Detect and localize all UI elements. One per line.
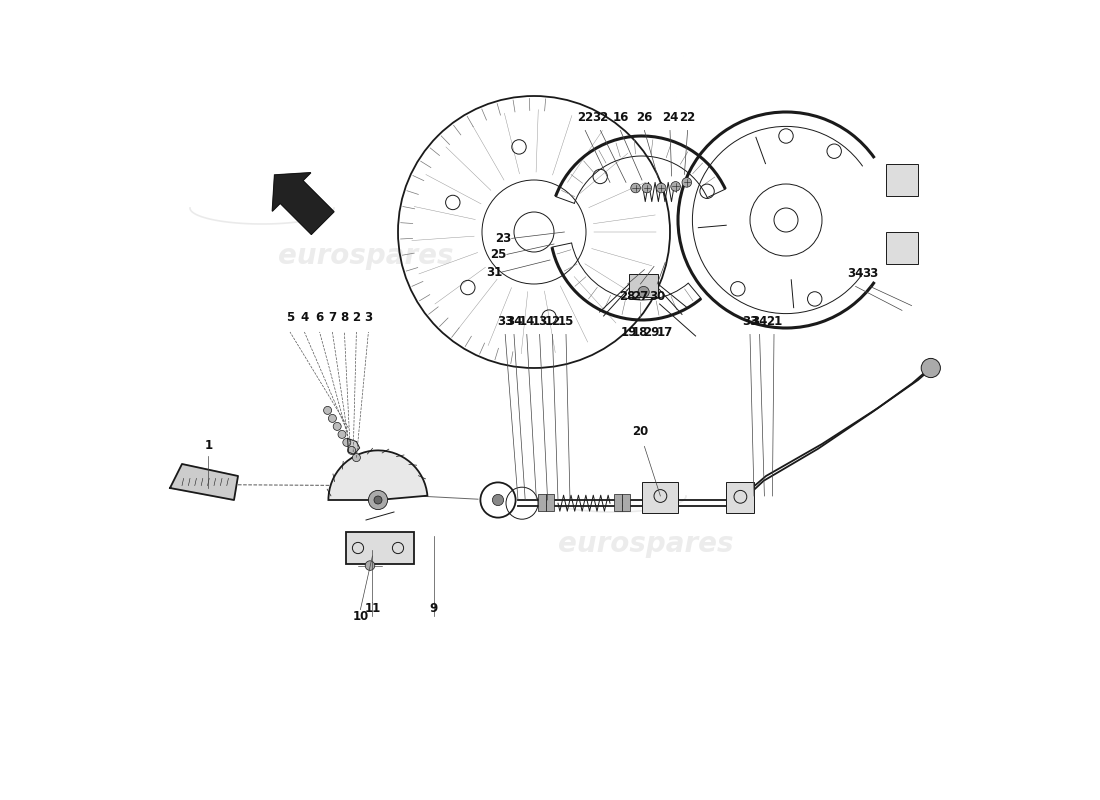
Text: 8: 8	[340, 311, 349, 324]
Circle shape	[921, 358, 940, 378]
Text: 9: 9	[430, 602, 438, 614]
Text: 11: 11	[364, 602, 381, 614]
Circle shape	[352, 454, 361, 462]
Text: 7: 7	[328, 311, 337, 324]
Circle shape	[348, 446, 355, 454]
Text: 34: 34	[751, 315, 768, 328]
Circle shape	[630, 183, 640, 193]
Text: 33: 33	[497, 315, 514, 328]
Text: 20: 20	[632, 426, 649, 438]
FancyBboxPatch shape	[538, 494, 546, 511]
Text: 16: 16	[613, 111, 628, 124]
FancyBboxPatch shape	[726, 482, 754, 513]
Text: 6: 6	[316, 311, 323, 324]
Text: 15: 15	[558, 315, 574, 328]
Text: 3: 3	[364, 311, 373, 324]
Text: 12: 12	[544, 315, 561, 328]
Text: 34: 34	[506, 315, 522, 328]
Text: 21: 21	[766, 315, 782, 328]
Text: 27: 27	[632, 290, 649, 303]
Polygon shape	[170, 464, 238, 500]
Text: 1: 1	[205, 439, 212, 452]
FancyBboxPatch shape	[886, 164, 918, 196]
Circle shape	[493, 494, 504, 506]
FancyBboxPatch shape	[546, 494, 554, 511]
Text: 25: 25	[491, 248, 507, 261]
Text: 10: 10	[352, 610, 368, 622]
Text: 29: 29	[644, 326, 660, 338]
Text: 2: 2	[352, 311, 361, 324]
Text: 5: 5	[286, 311, 294, 324]
Text: 33: 33	[862, 267, 878, 280]
Circle shape	[642, 183, 651, 193]
Circle shape	[682, 178, 692, 187]
Circle shape	[323, 406, 331, 414]
Circle shape	[333, 422, 341, 430]
Text: 24: 24	[662, 111, 679, 124]
Polygon shape	[348, 438, 360, 454]
Text: 31: 31	[486, 266, 502, 278]
Circle shape	[638, 286, 649, 298]
Text: 13: 13	[531, 315, 548, 328]
Circle shape	[368, 490, 387, 510]
Text: 18: 18	[631, 326, 648, 338]
Circle shape	[657, 183, 665, 193]
Text: 33: 33	[741, 315, 758, 328]
Text: eurospares: eurospares	[278, 242, 453, 270]
FancyBboxPatch shape	[614, 494, 622, 511]
Text: 17: 17	[657, 326, 672, 338]
Text: 22: 22	[578, 111, 593, 124]
Circle shape	[374, 496, 382, 504]
Text: 30: 30	[649, 290, 666, 303]
FancyBboxPatch shape	[886, 232, 918, 264]
Text: 32: 32	[592, 111, 608, 124]
Circle shape	[671, 182, 681, 191]
Circle shape	[329, 414, 337, 422]
Text: 26: 26	[636, 111, 652, 124]
Polygon shape	[273, 173, 334, 234]
Text: eurospares: eurospares	[558, 530, 734, 558]
FancyBboxPatch shape	[629, 274, 658, 297]
Text: 34: 34	[847, 267, 864, 280]
FancyBboxPatch shape	[621, 494, 630, 511]
Wedge shape	[329, 450, 428, 500]
Text: 4: 4	[300, 311, 308, 324]
Circle shape	[343, 438, 351, 446]
Text: 19: 19	[620, 326, 637, 338]
Text: 23: 23	[495, 232, 512, 245]
Circle shape	[338, 430, 346, 438]
Text: 22: 22	[680, 111, 695, 124]
FancyBboxPatch shape	[346, 532, 414, 564]
Text: 28: 28	[619, 290, 636, 303]
Text: 14: 14	[518, 315, 535, 328]
FancyBboxPatch shape	[642, 482, 678, 513]
Circle shape	[365, 561, 375, 570]
